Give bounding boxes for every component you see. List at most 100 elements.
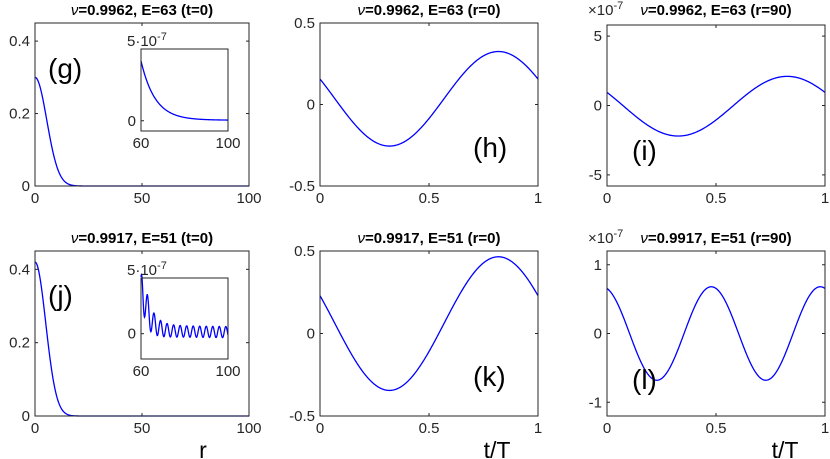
x-tick-label: 0.5 xyxy=(419,420,440,437)
axis-exponent: ×10-7 xyxy=(588,228,623,247)
x-tick-label: 0.5 xyxy=(706,190,727,207)
inset-y-tick-label: 0 xyxy=(128,326,136,343)
exponent-base: ×10 xyxy=(588,230,613,247)
y-tick-label: -0.5 xyxy=(289,178,315,195)
inset-exponent-power: -7 xyxy=(157,260,167,272)
axes-box xyxy=(319,22,539,187)
inset-x-tick-label: 100 xyxy=(215,135,240,152)
y-tick-label: 0 xyxy=(307,97,315,114)
inset-series-line xyxy=(140,60,228,121)
panel-title: ν=0.9962, E=63 (r=90) xyxy=(640,2,791,19)
x-tick-label: 0.5 xyxy=(706,420,727,437)
y-tick-label: 5 xyxy=(594,28,602,45)
axis-exponent: ×10-7 xyxy=(588,0,623,19)
inset-axes-box xyxy=(140,48,229,132)
x-tick-label: 0 xyxy=(603,190,611,207)
title-text: =0.9917, E=51 (r=0) xyxy=(365,230,501,247)
axes-box xyxy=(606,24,826,187)
x-tick-label: 50 xyxy=(134,420,151,437)
x-axis-label: t/T xyxy=(484,437,511,459)
x-axis-label: t/T xyxy=(772,437,799,459)
panel-title: ν=0.9917, E=51 (r=0) xyxy=(357,230,500,247)
y-tick-label: 0.4 xyxy=(9,261,30,278)
inset-exponent: 5·10-7 xyxy=(127,260,167,279)
title-nu-symbol: ν xyxy=(640,2,648,19)
title-nu-symbol: ν xyxy=(357,2,365,19)
title-text: =0.9917, E=51 (t=0) xyxy=(78,230,213,247)
panel-label: (g) xyxy=(48,53,82,84)
x-tick-label: 100 xyxy=(236,190,261,207)
inset-g: 60 100 0 5·10-7 xyxy=(127,31,241,152)
y-tick-label: 0 xyxy=(594,98,602,115)
y-tick-label: 0.5 xyxy=(294,243,315,260)
panel-l: ν=0.9917, E=51 (r=90)×10-70 0.5 1-101(l)t/… xyxy=(588,228,829,459)
y-tick-label: 0 xyxy=(594,326,602,343)
title-nu-symbol: ν xyxy=(71,230,79,247)
axes-box xyxy=(34,250,250,417)
y-tick-label: 1 xyxy=(594,257,602,274)
inset-y-tick-label: 0 xyxy=(128,113,136,130)
x-tick-label: 0 xyxy=(31,420,39,437)
exponent-power: -7 xyxy=(613,0,623,12)
panel-title: ν=0.9962, E=63 (t=0) xyxy=(71,2,213,19)
inset-background xyxy=(141,278,228,359)
panel-label: (j) xyxy=(48,280,73,311)
y-tick-label: 0.2 xyxy=(9,335,30,352)
panel-title: ν=0.9962, E=63 (r=0) xyxy=(357,2,500,19)
panel-label: (k) xyxy=(473,361,506,392)
title-text: =0.9962, E=63 (r=0) xyxy=(365,2,501,19)
title-text: =0.9962, E=63 (r=90) xyxy=(648,2,792,19)
y-tick-label: 0.5 xyxy=(294,15,315,32)
y-tick-label: -0.5 xyxy=(289,408,315,425)
x-tick-label: 1 xyxy=(534,190,542,207)
y-tick-label: 0.4 xyxy=(9,33,30,50)
panel-label: (h) xyxy=(473,132,507,163)
panel-h: ν=0.9962, E=63 (r=0)0 0.5 1-0.500.5(h) xyxy=(289,2,542,207)
x-tick-label: 50 xyxy=(134,190,151,207)
x-tick-label: 0 xyxy=(316,420,324,437)
inset-series-line xyxy=(140,272,229,339)
inset-background xyxy=(141,49,228,131)
axes-box xyxy=(34,22,250,187)
inset-x-tick-label: 60 xyxy=(133,363,150,380)
inset-exponent: 5·10-7 xyxy=(127,31,167,50)
series-line xyxy=(319,256,539,392)
x-tick-label: 1 xyxy=(534,420,542,437)
y-tick-label: 0.2 xyxy=(9,106,30,123)
title-text: =0.9962, E=63 (t=0) xyxy=(78,2,213,19)
x-tick-label: 0 xyxy=(603,420,611,437)
series-line xyxy=(319,50,539,147)
y-tick-label: 0 xyxy=(307,326,315,343)
panel-label: (i) xyxy=(632,135,657,166)
inset-exponent-base: 5·10 xyxy=(127,262,157,279)
title-text: =0.9917, E=51 (r=90) xyxy=(648,230,792,247)
panel-title: ν=0.9917, E=51 (t=0) xyxy=(71,230,213,247)
panel-j: ν=0.9917, E=51 (t=0) 0 50 100 0 0.2 0.4 (j) 60 10… xyxy=(9,230,261,459)
inset-exponent-power: -7 xyxy=(157,31,167,43)
series-line xyxy=(606,286,826,381)
title-nu-symbol: ν xyxy=(357,230,365,247)
panel-title: ν=0.9917, E=51 (r=90) xyxy=(640,230,791,247)
x-tick-label: 0.5 xyxy=(419,190,440,207)
x-axis-label: r xyxy=(199,437,207,459)
series-line xyxy=(606,75,826,137)
inset-x-tick-label: 60 xyxy=(133,135,150,152)
axes-box xyxy=(606,250,826,417)
inset-exponent-base: 5·10 xyxy=(127,33,157,50)
panel-g: ν=0.9962, E=63 (t=0) 0 50 100 0 0.2 0.4 (g) 60 10… xyxy=(9,2,261,207)
title-nu-symbol: ν xyxy=(71,2,79,19)
exponent-power: -7 xyxy=(613,228,623,240)
panel-label: (l) xyxy=(632,364,657,395)
x-tick-label: 0 xyxy=(31,190,39,207)
inset-x-tick-label: 100 xyxy=(215,363,240,380)
x-tick-label: 1 xyxy=(821,190,829,207)
panel-k: ν=0.9917, E=51 (r=0)0 0.5 1-0.500.5(k)t/T xyxy=(289,230,542,459)
panel-i: ν=0.9962, E=63 (r=90)×10-70 0.5 1-505(i) xyxy=(588,0,829,207)
y-tick-label: 0 xyxy=(22,408,30,425)
title-nu-symbol: ν xyxy=(640,230,648,247)
inset-j: 60 100 0 5·10-7 xyxy=(127,260,241,380)
x-tick-label: 1 xyxy=(821,420,829,437)
y-tick-label: 0 xyxy=(22,178,30,195)
axes-box xyxy=(319,250,539,417)
